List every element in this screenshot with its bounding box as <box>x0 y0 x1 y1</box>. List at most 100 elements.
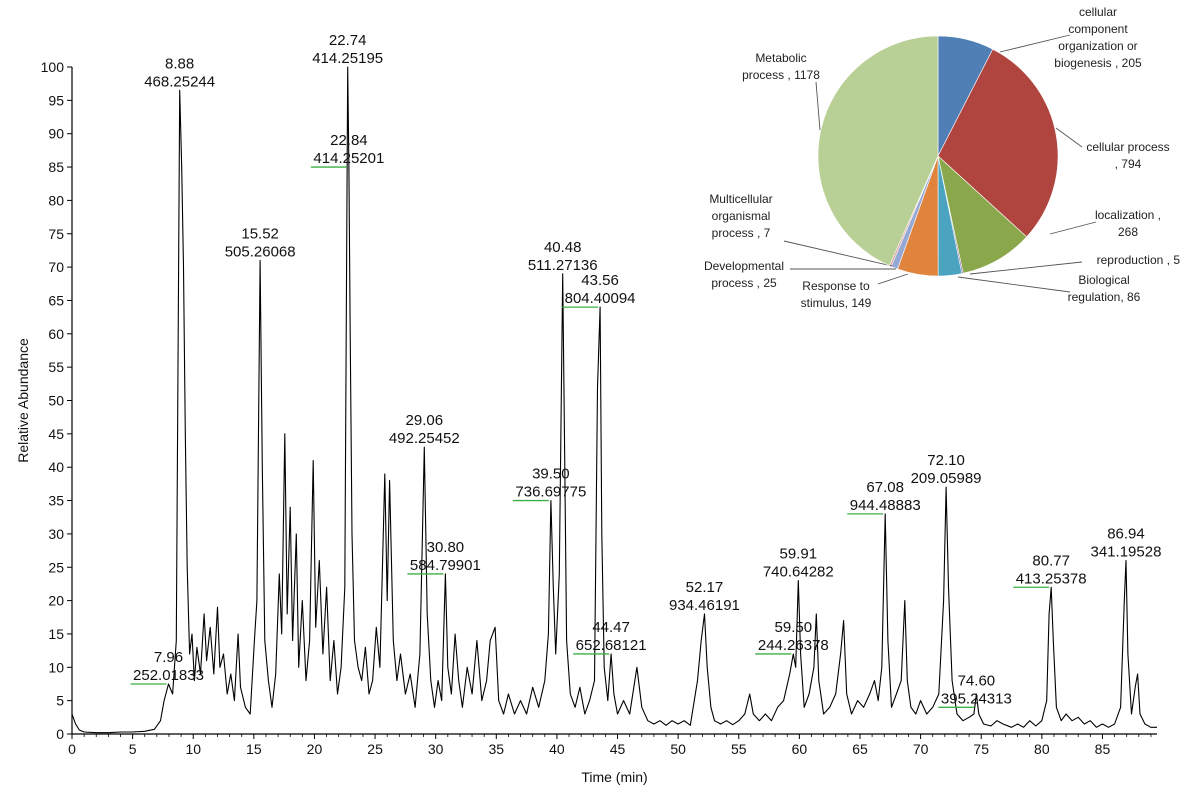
y-tick-label: 35 <box>48 493 64 509</box>
peak-mz-label: 209.05989 <box>911 470 982 487</box>
peak-mz-label: 740.64282 <box>763 564 834 581</box>
pie-leader-line <box>815 81 821 131</box>
pie-leader-line <box>1055 127 1083 148</box>
x-tick-label: 5 <box>129 741 137 757</box>
y-axis-title: Relative Abundance <box>15 338 31 463</box>
pie-slice-label: stimulus, 149 <box>801 296 872 310</box>
peak-mz-label: 414.25201 <box>313 150 384 167</box>
peak-rt-label: 7.96 <box>154 649 183 666</box>
chromatogram-chart: 0510152025303540455055606570758085909510… <box>15 32 1161 785</box>
pie-leader-line <box>999 34 1071 53</box>
peak-rt-label: 22.74 <box>329 32 367 49</box>
pie-slice-label: Developmental <box>704 259 784 273</box>
y-tick-label: 25 <box>48 559 64 575</box>
pie-slice <box>817 35 939 267</box>
pie-slice-label: 268 <box>1118 225 1138 239</box>
peak-mz-label: 505.26068 <box>225 243 296 260</box>
y-tick-label: 40 <box>48 459 64 475</box>
x-tick-label: 20 <box>307 741 323 757</box>
pie-slice-label: biogenesis , 205 <box>1054 56 1142 70</box>
pie-leader-line <box>1049 221 1097 235</box>
peak-mz-label: 413.25378 <box>1016 570 1087 587</box>
x-tick-label: 85 <box>1095 741 1111 757</box>
pie-slice-label: Metabolic <box>755 51 806 65</box>
pie-slice-label: process , 7 <box>712 226 771 240</box>
x-tick-label: 40 <box>549 741 565 757</box>
peak-mz-label: 414.25195 <box>312 50 383 67</box>
peak-rt-label: 39.50 <box>532 466 570 483</box>
x-tick-label: 45 <box>610 741 626 757</box>
y-tick-label: 30 <box>48 526 64 542</box>
y-tick-label: 85 <box>48 159 64 175</box>
peak-mz-label: 652.68121 <box>576 637 647 654</box>
x-tick-label: 25 <box>367 741 383 757</box>
y-tick-label: 70 <box>48 259 64 275</box>
peak-rt-label: 59.91 <box>780 546 818 563</box>
peak-mz-label: 944.48883 <box>850 497 921 514</box>
y-tick-label: 0 <box>56 726 64 742</box>
y-tick-label: 15 <box>48 626 64 642</box>
peak-mz-label: 736.69775 <box>515 484 586 501</box>
x-tick-label: 55 <box>731 741 747 757</box>
peak-rt-label: 15.52 <box>241 225 279 242</box>
peak-rt-label: 59.50 <box>775 619 813 636</box>
peak-rt-label: 74.60 <box>958 672 996 689</box>
y-tick-label: 90 <box>48 126 64 142</box>
y-tick-label: 50 <box>48 393 64 409</box>
x-tick-label: 70 <box>913 741 929 757</box>
pie-leader-line <box>783 240 893 267</box>
y-tick-label: 100 <box>41 59 65 75</box>
pie-leader-line <box>969 261 1083 275</box>
peak-mz-label: 584.79901 <box>410 557 481 574</box>
peak-mz-label: 244.26378 <box>758 637 829 654</box>
y-tick-label: 75 <box>48 226 64 242</box>
pie-slice <box>937 155 1028 274</box>
peak-mz-label: 934.46191 <box>669 597 740 614</box>
pie-slice-label: Multicellular <box>709 192 772 206</box>
peak-rt-label: 86.94 <box>1107 526 1145 543</box>
series-line-chromatogram <box>71 66 1157 734</box>
peak-rt-label: 22.84 <box>330 132 368 149</box>
y-tick-label: 80 <box>48 192 64 208</box>
x-tick-label: 50 <box>670 741 686 757</box>
peak-rt-label: 8.88 <box>165 55 194 72</box>
peak-rt-label: 52.17 <box>686 579 724 596</box>
x-tick-label: 35 <box>489 741 505 757</box>
pie-slice-label: process , 1178 <box>742 68 820 82</box>
peak-mz-label: 492.25452 <box>389 430 460 447</box>
y-tick-label: 5 <box>56 693 64 709</box>
y-tick-label: 60 <box>48 326 64 342</box>
x-tick-label: 30 <box>428 741 444 757</box>
pie-slice-label: , 794 <box>1115 157 1142 171</box>
x-tick-label: 80 <box>1034 741 1050 757</box>
peak-rt-label: 40.48 <box>544 239 582 256</box>
peak-rt-label: 43.56 <box>581 272 619 289</box>
pie-slice-label: organismal <box>712 209 771 223</box>
x-tick-label: 65 <box>852 741 868 757</box>
x-tick-label: 0 <box>68 741 76 757</box>
peak-mz-label: 804.40094 <box>565 290 636 307</box>
pie-slice-label: component <box>1068 22 1128 36</box>
peak-rt-label: 29.06 <box>406 412 444 429</box>
peak-mz-label: 511.27136 <box>528 257 598 274</box>
x-tick-label: 75 <box>973 741 989 757</box>
peak-mz-label: 341.19528 <box>1091 544 1162 561</box>
pie-slice-label: localization , <box>1095 208 1161 222</box>
x-tick-label: 10 <box>185 741 201 757</box>
pie-slice-label: regulation, 86 <box>1068 290 1141 304</box>
pie-slice-label: Biological <box>1078 273 1129 287</box>
peak-mz-label: 468.25244 <box>144 73 215 90</box>
pie-chart: cellular component organization or biogenes… <box>704 5 1180 310</box>
pie-slice <box>937 48 1059 238</box>
pie-slice-label: organization or <box>1058 39 1137 53</box>
pie-slice-label: reproduction , 5 <box>1097 253 1181 267</box>
peak-rt-label: 67.08 <box>866 479 904 496</box>
y-tick-label: 10 <box>48 659 64 675</box>
y-tick-label: 95 <box>48 92 64 108</box>
peak-mz-label: 395.24313 <box>941 690 1012 707</box>
pie-slice-label: cellular process <box>1086 140 1169 154</box>
peak-mz-label: 252.01833 <box>133 667 204 684</box>
x-tick-label: 15 <box>246 741 262 757</box>
